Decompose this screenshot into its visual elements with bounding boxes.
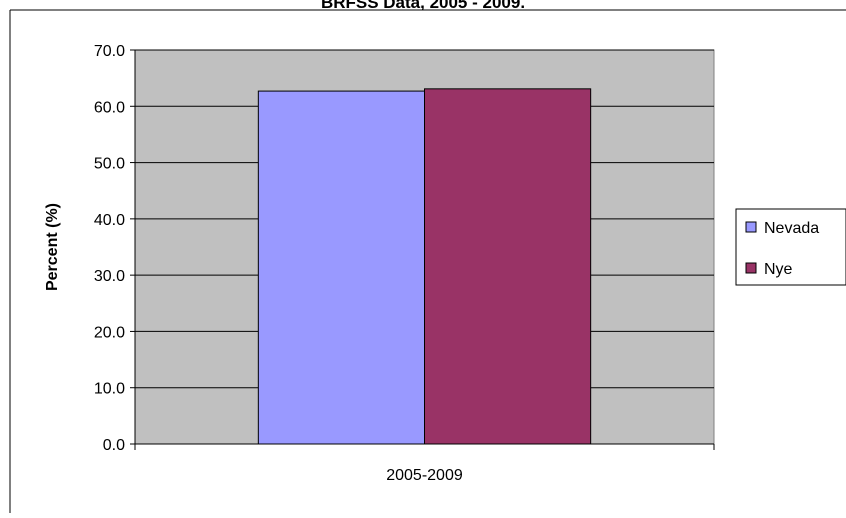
y-tick-label: 70.0: [94, 43, 125, 60]
y-tick-label: 40.0: [94, 212, 125, 229]
legend-swatch-nye: [745, 262, 757, 274]
x-tick-label: 2005-2009: [386, 467, 463, 484]
bar-nye: [424, 88, 592, 445]
y-tick-labels: 0.0 10.0 20.0 30.0 40.0 50.0 60.0 70.0: [94, 43, 125, 454]
x-tick-labels: 2005-2009: [386, 467, 463, 484]
bar-nevada: [257, 90, 425, 445]
legend-label-nye: Nye: [764, 261, 793, 278]
bars: [257, 88, 592, 445]
legend: Nevada Nye: [735, 208, 846, 286]
y-tick-label: 60.0: [94, 99, 125, 116]
y-axis-label: Percent (%): [44, 203, 61, 291]
legend-swatch-nevada: [745, 221, 757, 233]
y-tick-label: 30.0: [94, 268, 125, 285]
legend-label-nevada: Nevada: [764, 220, 819, 237]
y-tick-label: 10.0: [94, 381, 125, 398]
y-tick-label: 20.0: [94, 324, 125, 341]
axes: [130, 49, 715, 450]
y-tick-label: 50.0: [94, 156, 125, 173]
chart-title: BRFSS Data, 2005 - 2009.: [321, 0, 525, 12]
y-tick-label: 0.0: [103, 437, 125, 454]
